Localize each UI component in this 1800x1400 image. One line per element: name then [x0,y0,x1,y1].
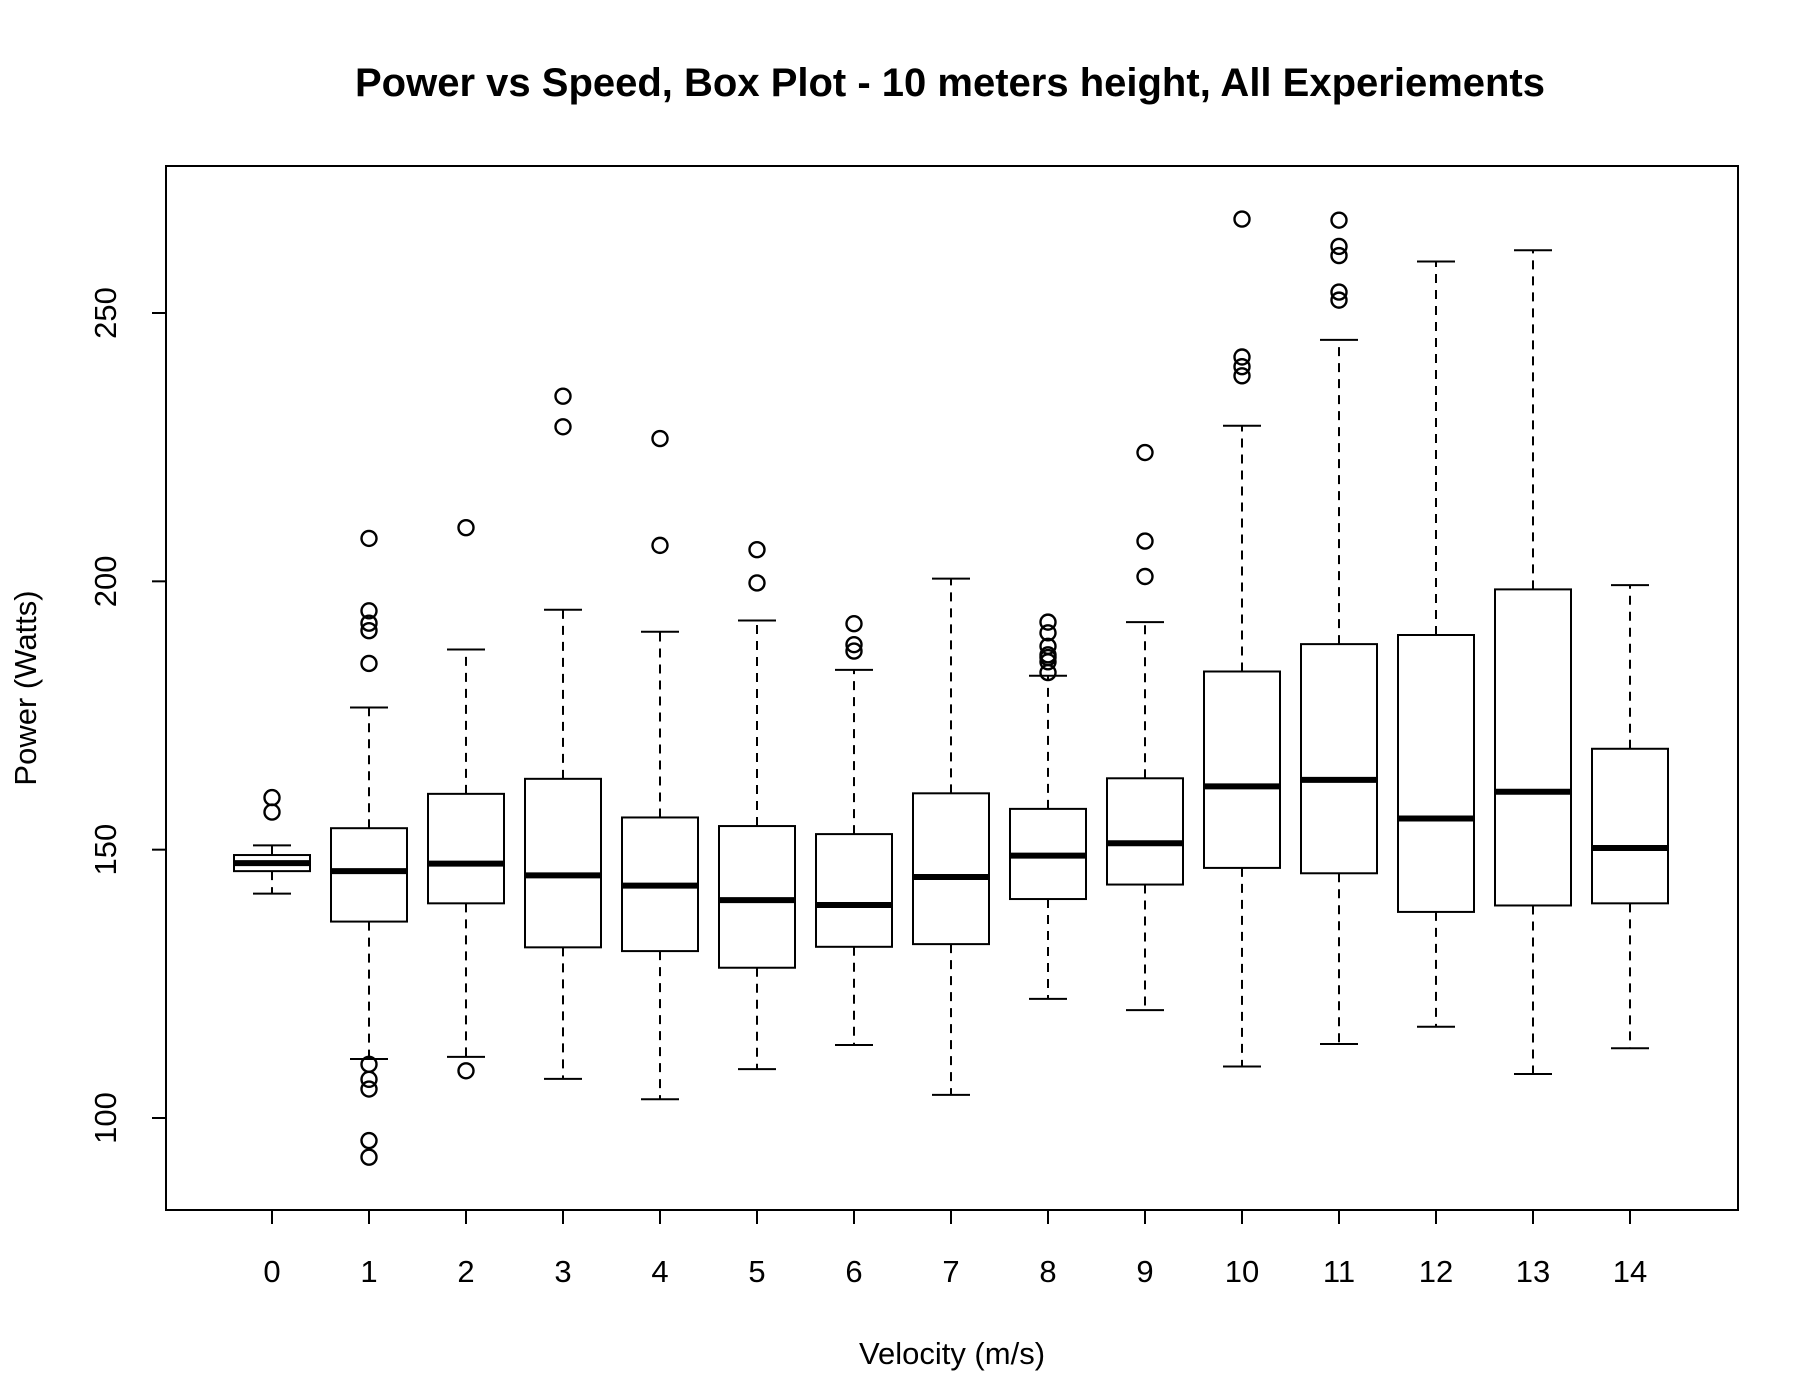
box-iqr [1203,670,1281,869]
y-tick-label: 200 [88,555,123,607]
outlier-point [554,387,572,405]
outlier-point [1330,211,1348,229]
outlier-point [845,615,863,633]
x-tick-label: 8 [1039,1254,1056,1289]
outlier-point [360,1148,378,1166]
outlier-point [1136,443,1154,462]
x-tick-label: 0 [263,1254,280,1289]
box-group-11 [1300,211,1378,1045]
box-iqr [1106,777,1184,886]
box-group-10 [1203,210,1281,1068]
x-axis-label: Velocity (m/s) [859,1336,1045,1371]
outlier-point [1039,624,1057,642]
outlier-point [360,529,378,548]
outlier-point [1233,210,1251,228]
y-tick-label: 150 [88,824,123,876]
y-tick-label: 100 [88,1092,123,1144]
outlier-point [845,642,863,660]
x-tick-label: 13 [1516,1254,1550,1289]
outlier-point [360,622,378,640]
outlier-point [651,536,669,555]
outlier-point [360,1055,378,1074]
outlier-point [1233,348,1251,366]
outlier-point [1330,283,1348,301]
box-group-1 [330,529,408,1166]
chart-title: Power vs Speed, Box Plot - 10 meters hei… [355,61,1545,105]
box-group-7 [912,577,990,1096]
y-tick-label: 250 [88,287,123,339]
box-iqr [1300,643,1378,875]
plot-area-frame [165,165,1739,1211]
box-group-2 [427,518,505,1080]
outlier-point [1233,357,1251,376]
box-iqr [912,792,990,946]
x-tick-label: 12 [1419,1254,1453,1289]
x-tick-label: 10 [1225,1254,1259,1289]
box-iqr [427,792,505,905]
y-axis-label: Power (Watts) [8,590,43,785]
box-group-5 [718,540,796,1071]
x-axis: 0 1 2 3 4 5 6 7 8 9 10 11 12 13 14 [263,1209,1647,1289]
outlier-point [1233,367,1251,385]
box-iqr [815,833,893,948]
box-iqr [1494,588,1572,907]
y-axis: 100 150 200 250 [88,287,167,1144]
x-tick-label: 3 [554,1254,571,1289]
outlier-point [1330,237,1348,256]
box-iqr [718,825,796,969]
box-iqr [330,827,408,923]
outlier-point [748,540,766,559]
outlier-point [457,518,475,537]
box-iqr [524,777,602,949]
outlier-point [457,1062,475,1080]
x-tick-label: 7 [942,1254,959,1289]
outlier-point [1039,637,1057,655]
x-tick-label: 14 [1613,1254,1647,1289]
outlier-point [360,602,378,620]
outlier-point [845,635,863,654]
boxes-group [233,210,1669,1166]
outlier-point [360,1131,378,1150]
x-tick-label: 4 [651,1254,668,1289]
box-group-4 [621,429,699,1101]
outlier-point [1330,246,1348,265]
outlier-point [554,418,572,436]
x-tick-label: 11 [1323,1254,1355,1289]
box-group-6 [815,615,893,1047]
box-group-14 [1591,584,1669,1050]
outlier-point [360,1070,378,1089]
box-group-12 [1397,260,1475,1028]
x-tick-label: 2 [457,1254,474,1289]
outlier-point [1330,291,1348,309]
outlier-point [651,429,669,448]
outlier-point [360,654,378,673]
outlier-point [1039,646,1057,664]
outlier-point [1136,567,1154,586]
outlier-point [1136,532,1154,550]
outlier-point [748,574,766,592]
outlier-point [263,803,281,821]
outlier-point [360,1080,378,1098]
x-tick-label: 1 [360,1254,377,1289]
box-iqr [1591,747,1669,905]
box-group-9 [1106,443,1184,1012]
outlier-point [360,614,378,632]
outlier-point [1039,613,1057,631]
x-tick-label: 9 [1136,1254,1153,1289]
outlier-point [263,788,281,807]
box-group-3 [524,387,602,1080]
box-group-13 [1494,249,1572,1075]
x-tick-label: 5 [748,1254,765,1289]
box-iqr [1397,634,1475,913]
x-tick-label: 6 [845,1254,862,1289]
box-group-0 [233,788,311,895]
box-group-8 [1009,613,1087,1000]
